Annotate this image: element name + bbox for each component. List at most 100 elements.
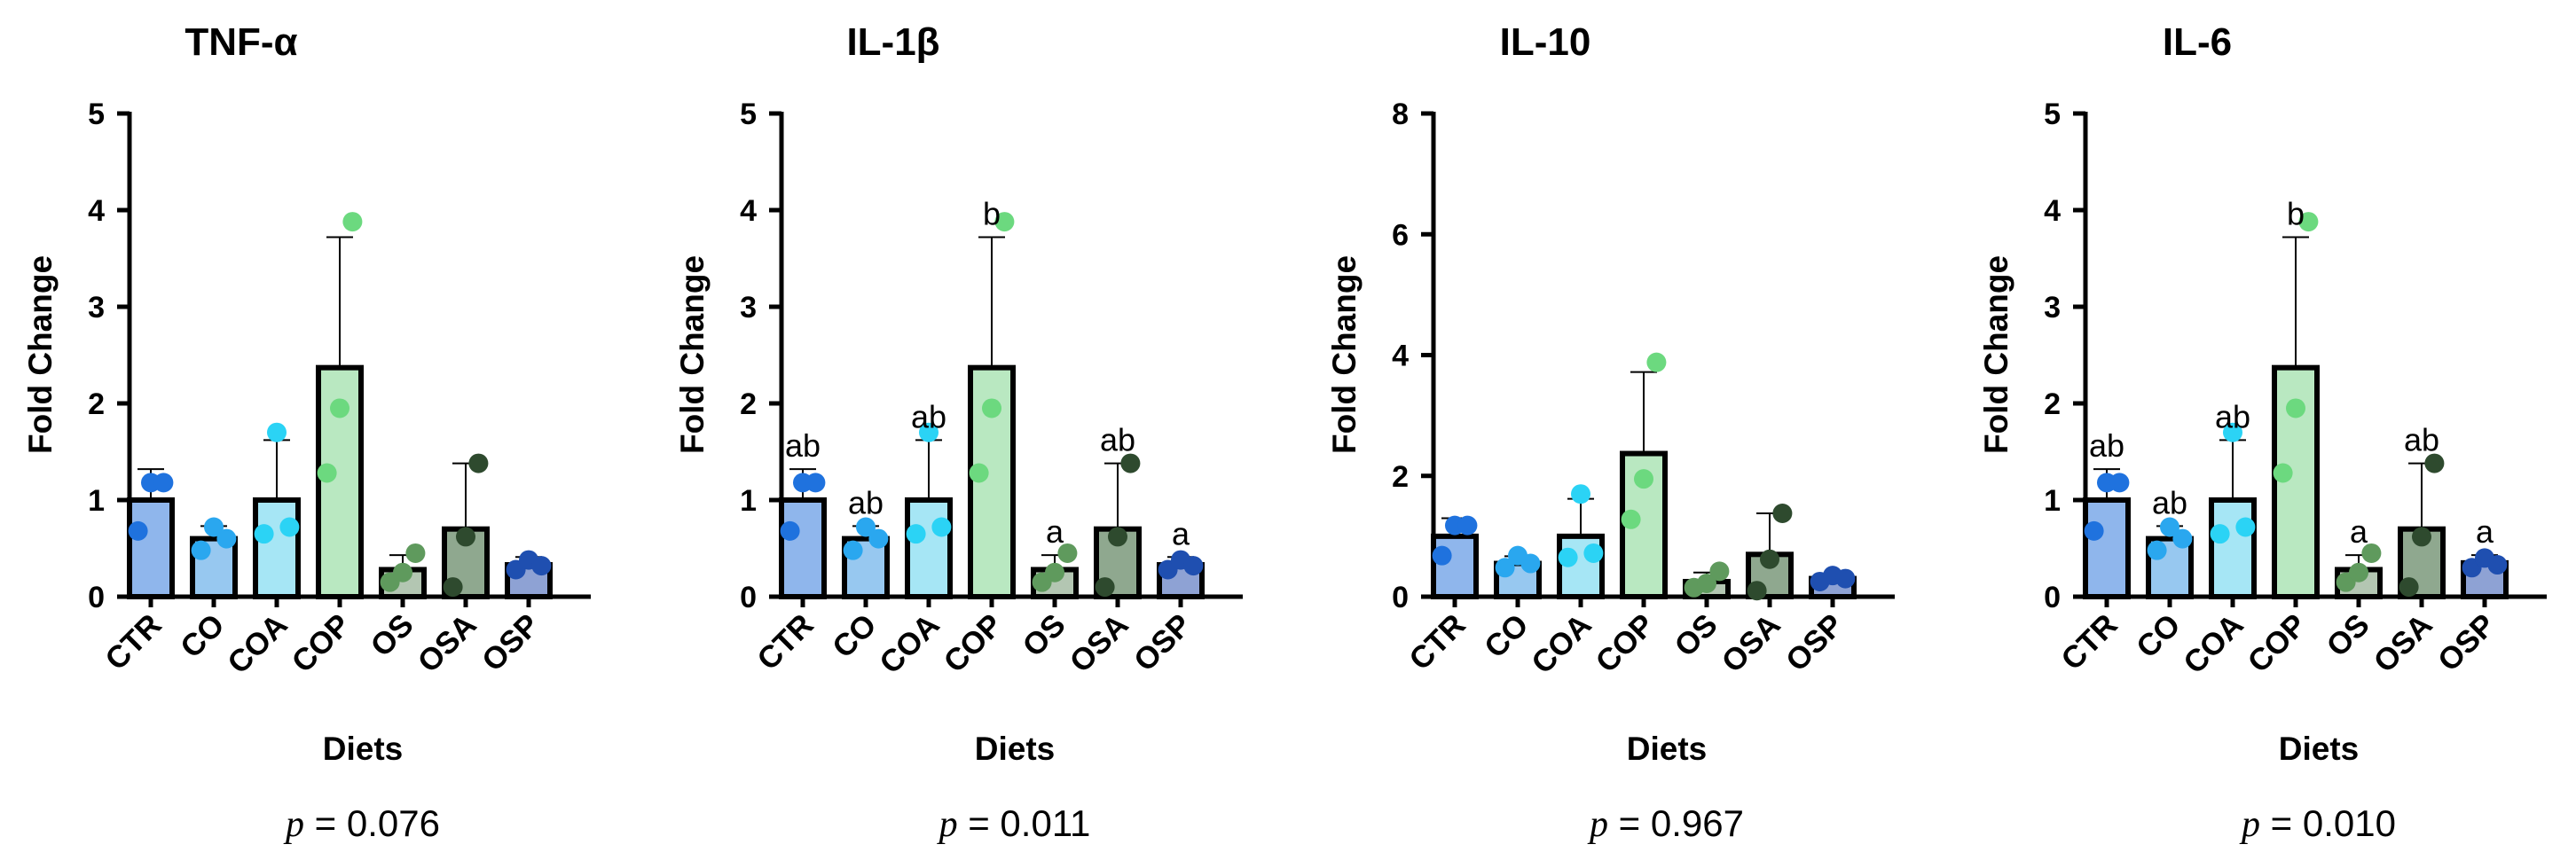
significance-label: a (1046, 513, 1064, 550)
data-point (2223, 422, 2242, 442)
x-category-label: OSP (1127, 607, 1198, 678)
x-category-label: COA (873, 607, 946, 681)
y-tick-label: 3 (2044, 291, 2061, 324)
data-point (2084, 520, 2104, 541)
p-value: p = 0.010 (2239, 802, 2396, 845)
y-tick-label: 5 (88, 98, 105, 131)
y-tick-label: 4 (1392, 340, 1409, 373)
p-value-symbol: p (937, 804, 958, 845)
x-category-label: COA (221, 607, 295, 681)
bar-coa (2209, 497, 2257, 599)
data-point (2361, 543, 2382, 563)
data-point (2109, 473, 2130, 493)
x-category-label: COP (1589, 607, 1661, 679)
chart-title: IL-1β (846, 20, 939, 64)
data-point (443, 577, 463, 598)
significance-label: ab (785, 427, 821, 464)
data-point (868, 528, 889, 549)
y-tick-label: 2 (1392, 460, 1409, 494)
y-tick-label: 4 (2044, 194, 2061, 228)
x-category-label: CTR (98, 607, 168, 676)
p-value-number: = 0.967 (1608, 802, 1744, 844)
data-point (2487, 555, 2508, 575)
x-axis-title: Diets (975, 731, 1055, 767)
p-value: p = 0.011 (937, 802, 1091, 845)
x-category-label: OSA (1715, 607, 1787, 679)
data-point (969, 463, 989, 483)
y-tick-label: 8 (1392, 98, 1409, 131)
chart-title: IL-10 (1500, 20, 1591, 64)
significance-label: ab (911, 398, 946, 434)
data-point (128, 520, 148, 541)
bar-osa (442, 526, 490, 600)
data-point (1095, 577, 1115, 598)
data-point (1621, 509, 1641, 529)
data-point (1432, 545, 1452, 566)
y-axis-title: Fold Change (22, 255, 59, 454)
bar-ctr (1431, 533, 1479, 599)
chart-title: TNF-α (185, 20, 297, 64)
data-point (393, 562, 412, 582)
significance-label: ab (2215, 398, 2250, 434)
data-point (994, 212, 1015, 232)
data-point (1183, 556, 1204, 576)
data-point (1571, 484, 1590, 504)
y-tick-label: 0 (1392, 581, 1409, 614)
data-point (856, 517, 876, 537)
data-point (1495, 558, 1515, 578)
data-point (843, 540, 863, 560)
data-point (2273, 463, 2293, 483)
data-point (2298, 212, 2319, 232)
y-tick-label: 0 (740, 581, 757, 614)
y-tick-label: 2 (740, 387, 757, 421)
data-point (2147, 540, 2167, 560)
x-category-label: COA (1525, 607, 1598, 681)
bar-ctr (2083, 497, 2131, 599)
x-category-label: OSP (2431, 607, 2502, 678)
data-point (1045, 562, 1064, 582)
y-tick-label: 3 (88, 291, 105, 324)
data-point (2399, 577, 2419, 598)
x-category-label: CTR (2054, 607, 2124, 676)
y-tick-label: 4 (88, 194, 105, 228)
y-tick-label: 6 (1392, 218, 1409, 252)
y-tick-label: 1 (740, 484, 757, 518)
data-point (2210, 524, 2230, 544)
x-category-label: OSP (1779, 607, 1850, 678)
data-point (2286, 398, 2305, 418)
data-point (267, 422, 287, 442)
data-point (2172, 528, 2193, 549)
y-tick-label: 5 (740, 98, 757, 131)
significance-label: ab (1100, 422, 1135, 458)
data-point (982, 398, 1001, 418)
data-point (1057, 543, 1078, 563)
x-category-label: COA (2177, 607, 2250, 681)
significance-label: ab (2152, 484, 2187, 520)
x-category-label: OSA (411, 607, 483, 679)
p-value-number: = 0.011 (958, 802, 1091, 844)
data-point (1772, 503, 1793, 523)
data-point (1747, 581, 1767, 601)
x-category-label: COP (285, 607, 357, 679)
data-point (405, 543, 426, 563)
p-value-symbol: p (2239, 804, 2260, 845)
data-point (1583, 543, 1604, 563)
data-point (1697, 574, 1716, 594)
data-point (1634, 469, 1653, 489)
significance-label: ab (848, 484, 884, 520)
data-point (153, 473, 174, 493)
data-point (1835, 568, 1856, 589)
data-point (906, 524, 926, 544)
x-category-label: OSA (1063, 607, 1135, 679)
significance-label: a (2350, 513, 2368, 550)
data-point (2349, 562, 2368, 582)
data-point (468, 453, 489, 473)
bar-coa (253, 497, 301, 599)
bar-coa (905, 497, 953, 599)
data-point (1108, 527, 1127, 547)
significance-label: b (2287, 196, 2305, 232)
data-point (2160, 517, 2179, 537)
